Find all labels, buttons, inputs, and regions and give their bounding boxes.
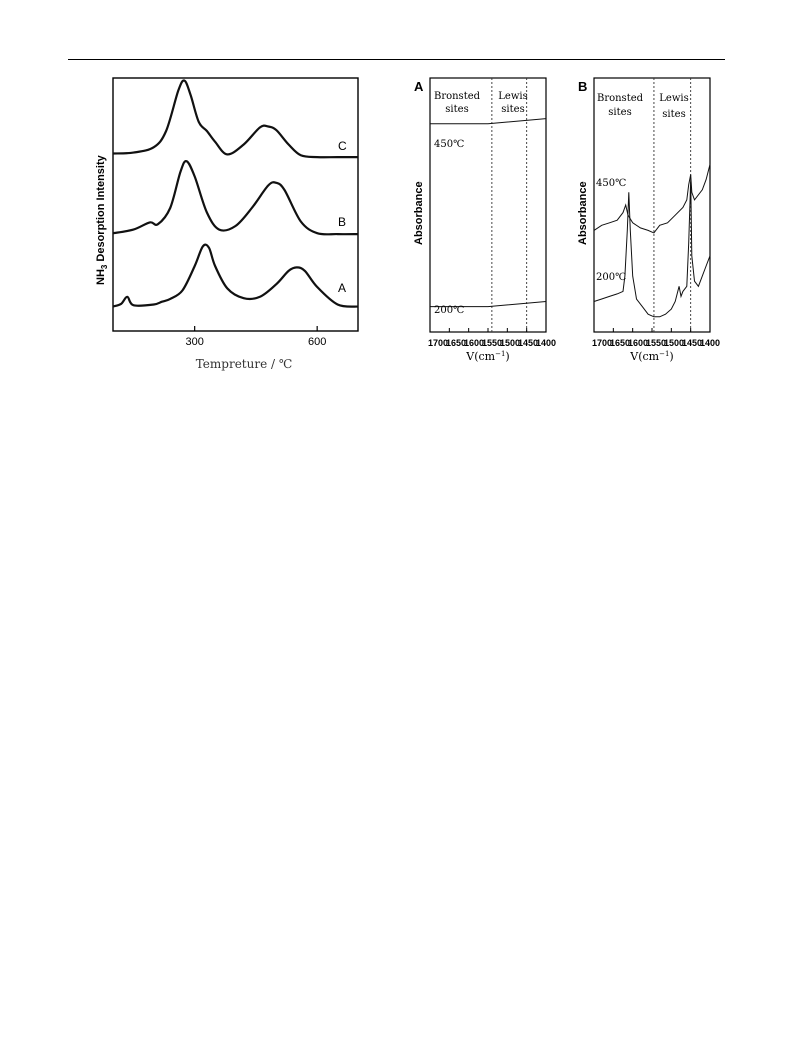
panel-a-region-lewis-1: Lewis	[498, 91, 527, 102]
panel-b-xtick-label: 1650	[610, 338, 630, 348]
panel-a-y-axis-label: Absorbance	[413, 181, 425, 245]
panel-a-xtick-label: 1500	[500, 338, 520, 348]
panel-a-xtick-label: 1450	[518, 338, 538, 348]
panel-b-xtick-label: 1500	[664, 338, 684, 348]
panel-a-region-lewis-2: sites	[501, 104, 524, 115]
panel-a-region-bronsted-1: Bronsted	[434, 91, 481, 102]
tpd-curve-a	[112, 243, 359, 308]
panel-b-spectrum-200	[593, 179, 711, 318]
tpd-x-axis-label: Tempreture / ℃	[196, 357, 293, 371]
tpd-curve-b	[112, 160, 359, 236]
panel-a-frame	[429, 77, 547, 333]
panel-a-series-label-450: 450℃	[434, 139, 464, 150]
panel-b-xtick-label: 1450	[682, 338, 702, 348]
panel-b-letter: B	[578, 79, 587, 94]
panel-b-spectrum-450	[593, 164, 711, 234]
panel-a-letter: A	[414, 79, 424, 94]
panel-a-x-axis-label: V(cm−1)	[465, 350, 509, 363]
tpd-xtick-label: 600	[308, 336, 326, 348]
panel-a-series-group	[430, 118, 547, 308]
panel-b-series-label-450: 450℃	[596, 178, 626, 189]
panel-a-dashed-lines	[491, 78, 528, 332]
panel-b-x-axis-label: V(cm−1)	[629, 350, 673, 363]
panel-b-series-group	[593, 164, 711, 318]
header-rule	[68, 59, 725, 60]
panel-b-region-bronsted-1: Bronsted	[597, 93, 644, 104]
panel-b-region-bronsted-2: sites	[608, 107, 631, 118]
tpd-xtick-label: 300	[185, 336, 203, 348]
panel-b-region-lewis-2: sites	[662, 109, 685, 120]
panel-b-xtick-label: 1600	[628, 338, 648, 348]
panel-a-xtick-label: 1550	[482, 338, 502, 348]
panel-a-xtick-label: 1600	[464, 338, 484, 348]
tpd-series-group	[112, 79, 359, 308]
tpd-plot-frame	[112, 77, 359, 332]
panel-a-xtick-label: 1400	[536, 338, 556, 348]
panel-b-xtick-label: 1550	[646, 338, 666, 348]
panel-a-spectrum-450	[430, 118, 547, 125]
panel-a-region-bronsted-2: sites	[445, 104, 468, 115]
panel-b-region-lewis-1: Lewis	[659, 93, 688, 104]
panel-b-xtick-label: 1700	[592, 338, 612, 348]
tpd-series-label-c: C	[338, 139, 347, 153]
tpd-series-label-b: B	[338, 215, 346, 229]
panel-b-xtick-label: 1400	[700, 338, 720, 348]
tpd-xticks: 300 600	[185, 326, 326, 348]
tpd-curve-c	[112, 79, 358, 159]
panel-a-xtick-label: 1650	[446, 338, 466, 348]
panel-b-series-label-200: 200℃	[596, 272, 626, 283]
panel-b-y-axis-label: Absorbance	[577, 181, 589, 245]
tpd-chart: 300 600 C B A NH3 Desorption Intensity Te…	[95, 77, 359, 371]
panel-a-spectrum-200	[430, 301, 547, 308]
tpd-series-label-a: A	[338, 281, 346, 295]
panel-a-series-label-200: 200℃	[434, 305, 464, 316]
panel-a-xtick-label: 1700	[428, 338, 448, 348]
tpd-y-axis-label: NH3 Desorption Intensity	[95, 154, 109, 285]
